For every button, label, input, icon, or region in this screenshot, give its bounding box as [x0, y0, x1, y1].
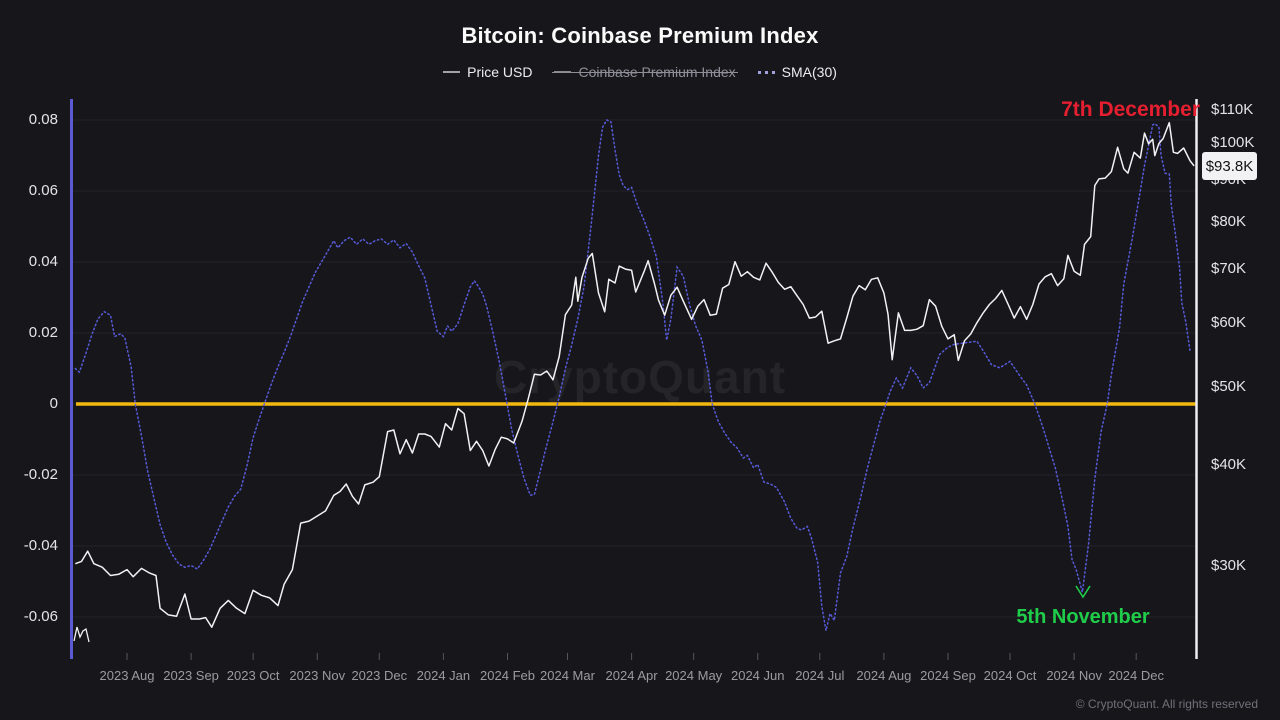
x-axis-month-label: 2024 May [665, 668, 723, 683]
down-arrow-icon [1075, 585, 1091, 599]
x-axis-month-label: 2024 Apr [605, 668, 658, 683]
x-axis-month-label: 2023 Sep [163, 668, 219, 683]
x-axis-month-label: 2024 Nov [1046, 668, 1102, 683]
chart-title: Bitcoin: Coinbase Premium Index [461, 23, 819, 48]
left-axis-tick-label: 0.02 [28, 324, 58, 341]
legend-label: Price USD [467, 64, 533, 80]
legend-item-sma30[interactable]: SMA(30) [757, 64, 837, 80]
right-axis-tick-label: $60K [1211, 313, 1247, 331]
x-axis-month-label: 2024 Oct [983, 668, 1037, 683]
right-axis-tick-label: $100K [1211, 134, 1255, 152]
right-axis-tick-label: $110K [1211, 101, 1254, 118]
left-axis-tick-label: 0.06 [28, 182, 58, 199]
solid-dash-icon [443, 71, 461, 73]
left-axis-tick-label: 0.08 [28, 111, 58, 128]
x-axis-month-label: 2024 Jun [730, 668, 785, 683]
x-axis-month-label: 2023 Oct [226, 668, 280, 683]
x-axis-month-label: 2023 Aug [99, 668, 155, 683]
x-axis-month-label: 2024 Jul [795, 668, 845, 683]
price-line-start-fragment [73, 626, 90, 643]
x-axis-month-label: 2024 Aug [856, 668, 912, 683]
last-price-badge: $93.8K [1202, 152, 1257, 180]
x-axis-month-label: 2024 Jan [416, 668, 471, 683]
right-axis-tick-label: $30K [1211, 557, 1247, 575]
left-axis-tick-label: -0.04 [23, 537, 58, 554]
legend-item-coinbase-premium-index[interactable]: Coinbase Premium Index [552, 64, 738, 80]
legend-item-price-usd[interactable]: Price USD [443, 64, 532, 80]
x-axis-month-label: 2024 Feb [480, 668, 535, 683]
left-axis-tick-label: -0.06 [23, 608, 58, 625]
x-axis-month-label: 2023 Nov [289, 668, 346, 683]
price-usd-line [75, 121, 1195, 628]
x-axis-month-label: 2024 Dec [1108, 668, 1164, 683]
x-axis-month-label: 2024 Sep [920, 668, 976, 683]
right-axis-tick-label: $40K [1211, 456, 1247, 474]
annotation-7th-december: 7th December [1061, 98, 1200, 121]
right-axis-tick-label: $70K [1211, 259, 1247, 277]
dotted-dash-icon [757, 70, 775, 74]
left-axis-tick-label: 0 [49, 395, 58, 412]
copyright-footer: © CryptoQuant. All rights reserved [1075, 697, 1258, 711]
x-axis-month-label: 2024 Mar [540, 668, 595, 683]
left-axis-tick-label: 0.04 [28, 253, 58, 270]
sma30-line [74, 119, 1191, 631]
right-axis-tick-label: $50K [1211, 377, 1247, 395]
chart-legend: Price USD Coinbase Premium Index SMA(30) [0, 62, 1280, 82]
right-axis-tick-label: $80K [1211, 212, 1247, 230]
annotation-5th-november: 5th November [1016, 606, 1150, 628]
x-axis-month-label: 2023 Dec [351, 668, 408, 683]
left-axis-tick-label: -0.02 [23, 466, 58, 483]
legend-label: SMA(30) [781, 64, 837, 80]
